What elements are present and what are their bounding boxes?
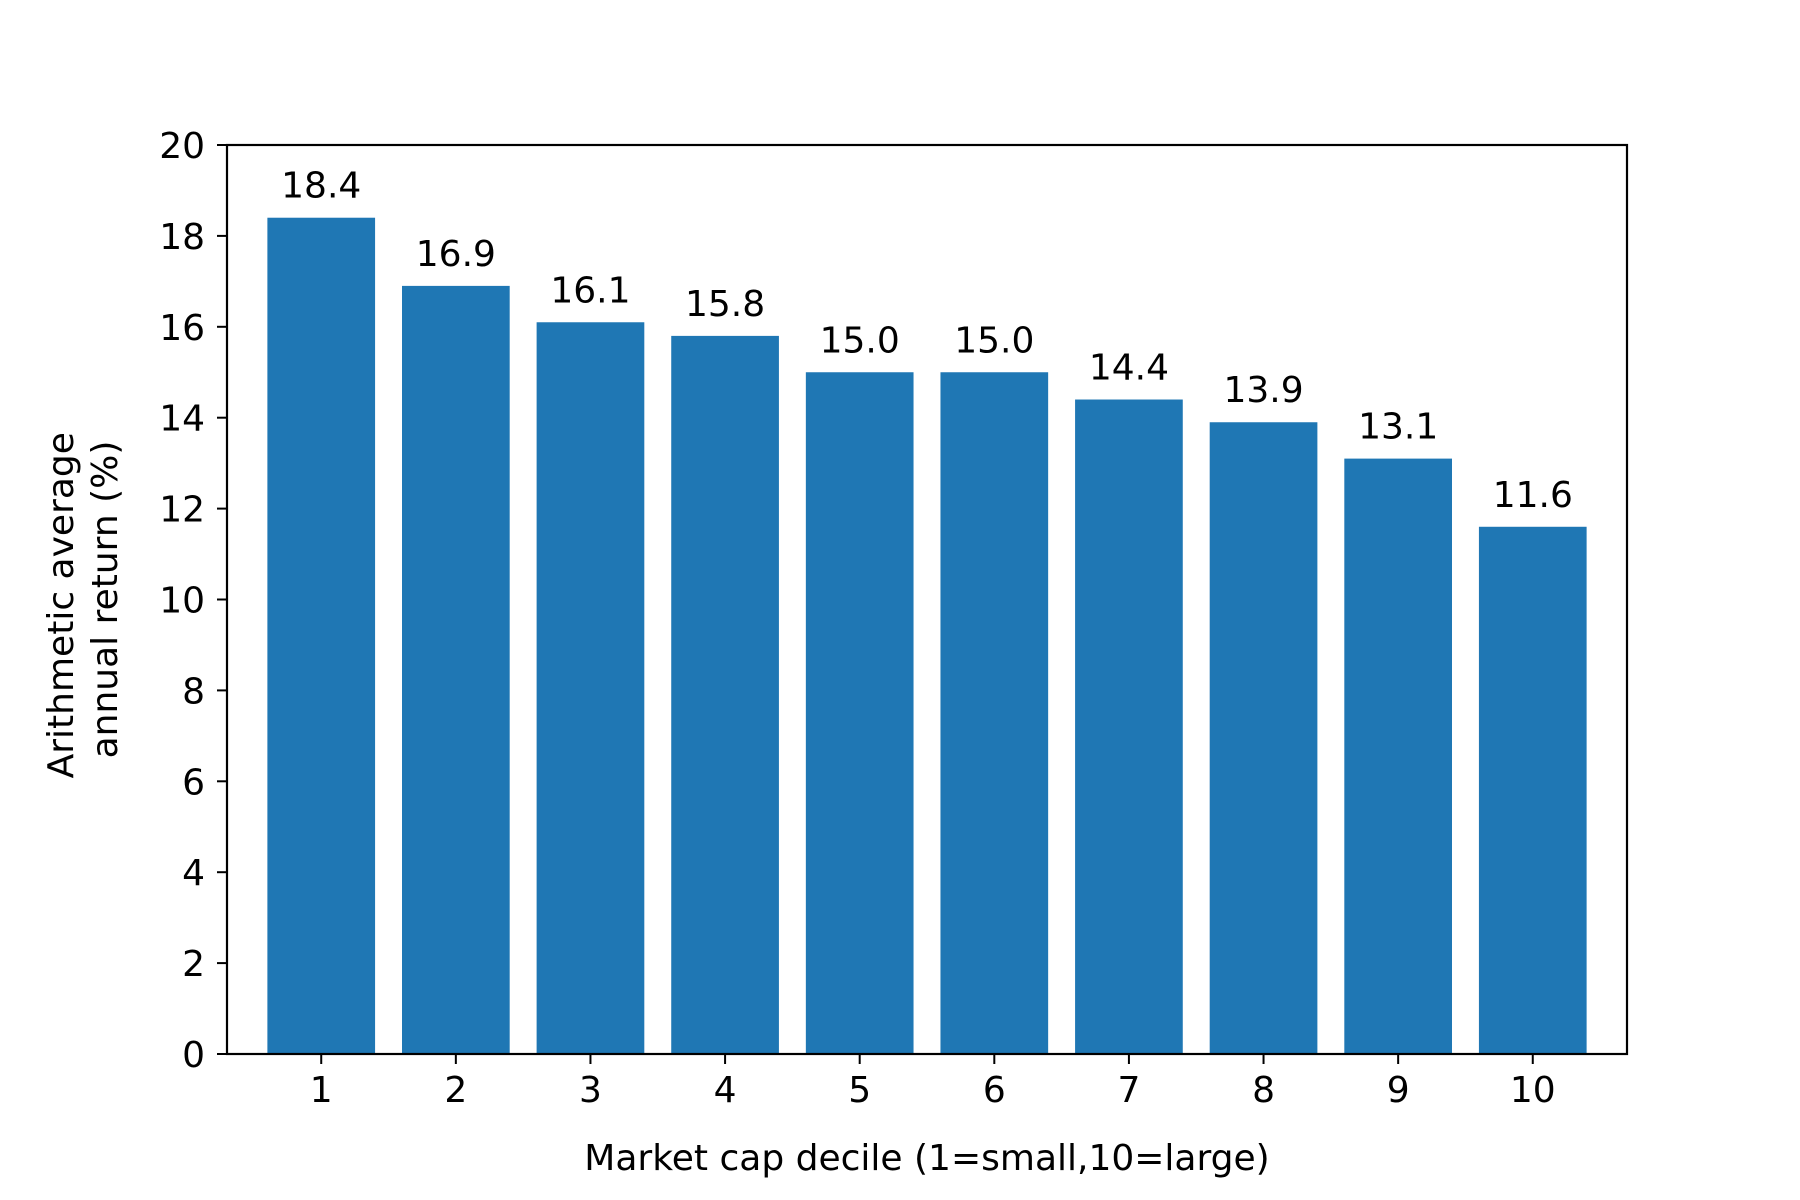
bar-value-label-2: 16.9 — [416, 234, 496, 275]
bar-decile-3 — [536, 322, 645, 1054]
y-axis-title: Arithmetic average annual return (%) — [41, 421, 126, 779]
y-tick-label-2: 2 — [182, 944, 205, 985]
y-tick-label-8: 8 — [182, 671, 205, 712]
bar-value-label-9: 13.1 — [1358, 407, 1438, 448]
bar-value-label-8: 13.9 — [1223, 370, 1303, 411]
y-tick-label-6: 6 — [182, 762, 205, 803]
bar-value-label-1: 18.4 — [281, 166, 361, 207]
bar-value-label-7: 14.4 — [1089, 348, 1169, 389]
bar-decile-7 — [1075, 399, 1183, 1054]
y-tick-label-10: 10 — [159, 581, 205, 622]
bar-value-label-4: 15.8 — [685, 284, 765, 325]
y-tick-label-16: 16 — [159, 308, 205, 349]
y-tick-label-0: 0 — [182, 1035, 205, 1076]
y-tick-label-12: 12 — [159, 490, 205, 531]
bar-value-label-6: 15.0 — [954, 320, 1034, 361]
bar-value-label-10: 11.6 — [1493, 475, 1573, 516]
x-tick-label-9: 9 — [1387, 1070, 1410, 1111]
x-tick-label-7: 7 — [1117, 1070, 1140, 1111]
bar-value-label-3: 16.1 — [550, 270, 630, 311]
bar-value-label-5: 15.0 — [820, 320, 900, 361]
bar-decile-4 — [671, 335, 779, 1054]
x-tick-label-10: 10 — [1510, 1070, 1556, 1111]
x-axis: 1 2 3 4 5 6 7 8 9 10 — [310, 1054, 1556, 1111]
y-tick-label-14: 14 — [159, 399, 205, 440]
bar-decile-5 — [805, 372, 914, 1054]
bar-decile-10 — [1478, 526, 1587, 1054]
x-tick-label-5: 5 — [848, 1070, 871, 1111]
x-tick-label-8: 8 — [1252, 1070, 1275, 1111]
plot-frame — [225, 143, 1629, 1056]
bar-decile-2 — [402, 285, 510, 1054]
y-axis: 0 2 4 6 8 10 12 14 16 18 20 — [159, 126, 227, 1076]
bar-decile-1 — [267, 217, 376, 1055]
bar-decile-9 — [1344, 458, 1452, 1055]
bar-decile-8 — [1209, 422, 1318, 1054]
y-axis-title-line-1: Arithmetic average — [41, 432, 82, 778]
bar-decile-6 — [940, 372, 1049, 1054]
y-tick-label-18: 18 — [159, 217, 205, 258]
x-tick-label-1: 1 — [310, 1070, 333, 1111]
y-tick-label-4: 4 — [182, 853, 205, 894]
y-axis-title-line-2: annual return (%) — [85, 441, 126, 759]
bar-labels-group: 18.4 16.9 16.1 15.8 15.0 15.0 14.4 13.9 13.1 11.6 — [281, 166, 1573, 516]
x-axis-title: Market cap decile (1=small,10=large) — [584, 1138, 1269, 1179]
bars-group — [267, 217, 1587, 1055]
x-tick-label-6: 6 — [983, 1070, 1006, 1111]
y-tick-label-20: 20 — [159, 126, 205, 167]
x-tick-label-4: 4 — [714, 1070, 737, 1111]
x-tick-label-3: 3 — [579, 1070, 602, 1111]
x-tick-label-2: 2 — [444, 1070, 467, 1111]
